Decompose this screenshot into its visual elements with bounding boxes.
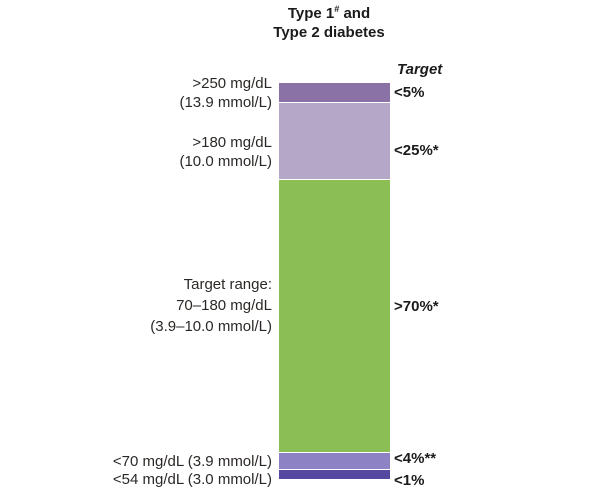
range-label-high: >180 mg/dL (10.0 mmol/L) [0,133,272,171]
range-label-line: Target range: [183,276,272,293]
range-label-line: >180 mg/dL [192,134,272,151]
range-label-line: >250 mg/dL [192,75,272,92]
target-value-very-low: <1% [394,472,425,489]
range-label-line: (3.9–10.0 mmol/L) [150,318,272,335]
range-label-low: <70 mg/dL (3.9 mmol/L) [0,452,272,471]
bar-segment-very-high [279,83,390,102]
bar-segment-very-low [279,470,390,479]
bar-segment-high [279,103,390,179]
range-label-very-high: >250 mg/dL (13.9 mmol/L) [0,74,272,112]
target-column-header: Target [397,61,443,78]
title-superscript: # [334,4,340,14]
stacked-bar [279,83,390,479]
chart-title-line1: Type 1# and [287,4,371,23]
range-label-target-range: Target range: 70–180 mg/dL (3.9–10.0 mmo… [0,274,272,337]
bar-segment-target-range [279,180,390,452]
target-value-very-high: <5% [394,84,425,101]
range-label-line: (10.0 mmol/L) [179,153,272,170]
range-label-line: <54 mg/dL (3.0 mmol/L) [112,471,272,488]
chart-title-line2: Type 2 diabetes [273,24,385,41]
target-value-low: <4%** [394,450,437,467]
bar-segment-low [279,453,390,469]
target-value-target-range: >70%* [394,298,439,315]
chart-title: Type 1# and Type 2 diabetes [229,4,429,42]
range-label-line: <70 mg/dL (3.9 mmol/L) [112,453,272,470]
range-label-line: (13.9 mmol/L) [179,94,272,111]
target-value-high: <25%* [394,142,439,159]
range-label-line: 70–180 mg/dL [176,297,272,314]
range-label-very-low: <54 mg/dL (3.0 mmol/L) [0,470,272,489]
